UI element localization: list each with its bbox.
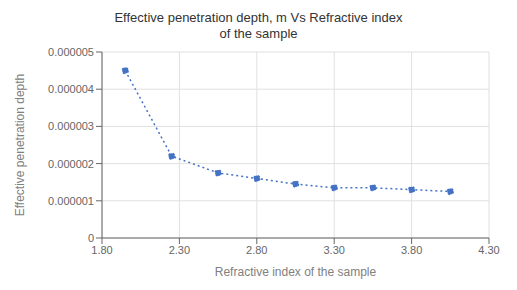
svg-text:0: 0 <box>88 232 94 244</box>
svg-text:0.000005: 0.000005 <box>48 46 94 58</box>
svg-text:2.80: 2.80 <box>246 244 267 256</box>
svg-text:0.000002: 0.000002 <box>48 158 94 170</box>
html-text:Effective penetration depth, m: Effective penetration depth, m Vs Refrac… <box>114 10 403 25</box>
svg-text:0.000003: 0.000003 <box>48 120 94 132</box>
svg-text:Effective penetration depth: Effective penetration depth <box>13 74 27 217</box>
svg-text:3.80: 3.80 <box>401 244 422 256</box>
svg-text:4.30: 4.30 <box>478 244 499 256</box>
svg-text:1.80: 1.80 <box>91 244 112 256</box>
svg-text:0.000004: 0.000004 <box>48 83 94 95</box>
svg-text:Refractive index of the sample: Refractive index of the sample <box>215 265 377 279</box>
svg-text:2.30: 2.30 <box>169 244 190 256</box>
html-text:of the sample: of the sample <box>219 26 298 41</box>
svg-text:3.30: 3.30 <box>323 244 344 256</box>
svg-text:0.000001: 0.000001 <box>48 195 94 207</box>
